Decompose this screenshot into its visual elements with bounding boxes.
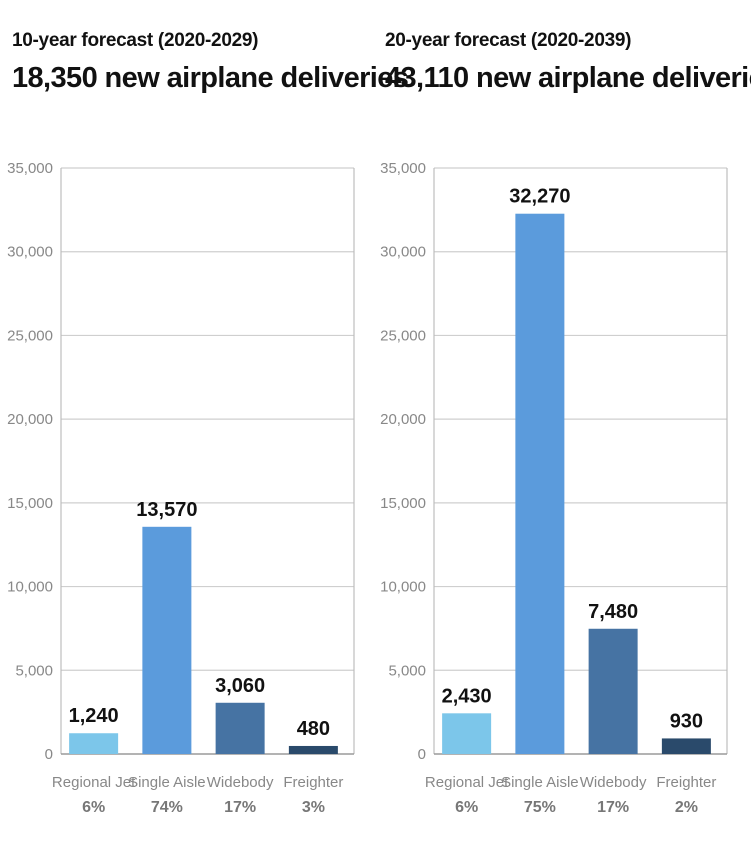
x-category-label: Single Aisle	[501, 774, 579, 791]
x-category-label: Regional Jet	[52, 774, 136, 791]
y-tick-label: 10,000	[7, 579, 53, 596]
chart-subtitle: 20-year forecast (2020-2039)	[385, 30, 632, 51]
bar-freighter	[288, 745, 338, 754]
y-tick-label: 30,000	[380, 244, 426, 261]
bar-widebody	[215, 702, 265, 754]
x-category-share: 3%	[302, 799, 325, 816]
bar-chart-10-year: 0 5,000 10,000 15,000 20,000 25,000 30,000 35,0…	[7, 160, 355, 816]
y-tick-label: 15,000	[7, 495, 53, 512]
chart-panel-10-year: 10-year forecast (2020-2029) 18,350 new …	[0, 0, 409, 849]
bar-single-aisle	[142, 526, 192, 754]
x-category-label: Freighter	[656, 774, 716, 791]
bar-widebody	[588, 628, 638, 754]
y-tick-label: 10,000	[380, 579, 426, 596]
x-category-label: Widebody	[580, 774, 647, 791]
x-category-share: 75%	[524, 799, 556, 816]
y-tick-label: 35,000	[380, 160, 426, 177]
chart-subtitle: 10-year forecast (2020-2029)	[12, 30, 259, 51]
x-category-share: 6%	[455, 799, 478, 816]
bar-value-label: 7,480	[588, 601, 638, 623]
bar-value-label: 480	[297, 718, 330, 740]
y-tick-label: 20,000	[380, 411, 426, 428]
y-tick-label: 5,000	[15, 662, 53, 679]
x-category-share: 17%	[597, 799, 629, 816]
x-category-share: 2%	[675, 799, 698, 816]
y-tick-label: 25,000	[7, 327, 53, 344]
x-category-label: Single Aisle	[128, 774, 206, 791]
bar-value-label: 3,060	[215, 675, 265, 697]
x-category-share: 17%	[224, 799, 256, 816]
y-tick-label: 5,000	[388, 662, 426, 679]
y-tick-label: 0	[45, 746, 53, 763]
x-category-label: Regional Jet	[425, 774, 509, 791]
bar-freighter	[661, 738, 711, 754]
y-tick-label: 15,000	[380, 495, 426, 512]
x-category-label: Freighter	[283, 774, 343, 791]
y-tick-label: 30,000	[7, 244, 53, 261]
x-category-label: Widebody	[207, 774, 274, 791]
x-category-share: 6%	[82, 799, 105, 816]
chart-title: 43,110 new airplane deliveries	[385, 62, 751, 94]
y-tick-label: 25,000	[380, 327, 426, 344]
bar-value-label: 2,430	[442, 685, 492, 707]
y-tick-label: 0	[418, 746, 426, 763]
y-tick-label: 35,000	[7, 160, 53, 177]
bar-value-label: 32,270	[509, 186, 570, 208]
y-tick-label: 20,000	[7, 411, 53, 428]
bar-value-label: 13,570	[136, 499, 197, 521]
bar-value-label: 1,240	[69, 705, 119, 727]
bar-value-label: 930	[670, 710, 703, 732]
chart-panel-20-year: 20-year forecast (2020-2039) 43,110 new …	[373, 0, 751, 849]
bar-chart-20-year: 0 5,000 10,000 15,000 20,000 25,000 30,000 35,0…	[380, 160, 728, 816]
chart-title: 18,350 new airplane deliveries	[12, 62, 409, 94]
bar-single-aisle	[515, 213, 565, 754]
x-category-share: 74%	[151, 799, 183, 816]
bar-regional-jet	[69, 733, 119, 754]
bar-regional-jet	[442, 713, 492, 754]
